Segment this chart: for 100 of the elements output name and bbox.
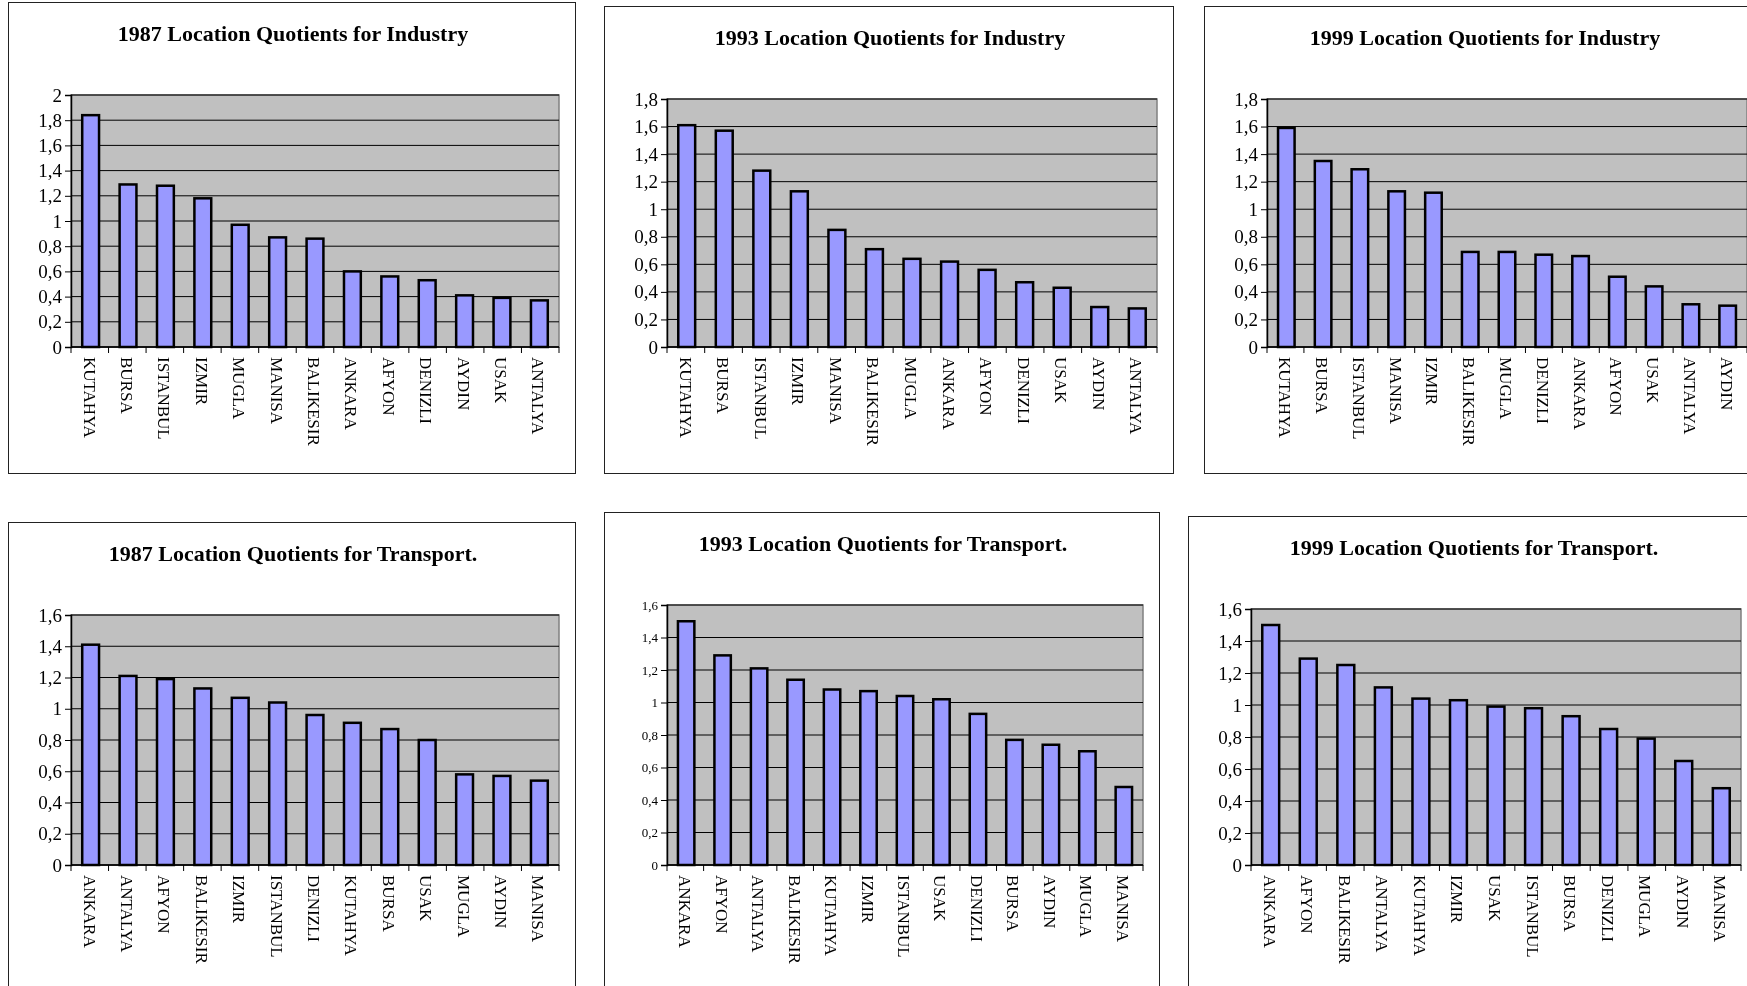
x-tick-label: DENIZLI [966,875,986,943]
x-tick-label: MANISA [825,357,845,425]
y-tick-label: 1 [1232,694,1242,716]
x-tick-label: BALIKESIR [304,357,323,447]
y-tick-label: 0,2 [38,311,62,333]
x-tick-label: BALIKESIR [1334,875,1354,965]
y-tick-label: 1 [648,198,658,220]
x-tick-label: AYDIN [1088,357,1108,411]
y-tick-label: 0,8 [38,235,62,257]
x-tick-label: AFYON [1606,357,1626,416]
y-tick-label: 1,6 [38,604,62,626]
y-tick-label: 0,6 [38,760,62,782]
x-tick-label: ANTALYA [1372,875,1392,953]
x-tick-label: ANTALYA [748,875,768,953]
y-tick-label: 0,2 [634,309,658,331]
x-tick-label: ANTALYA [117,875,137,953]
y-tick-label: 0,6 [38,260,62,282]
x-tick-label: USAK [1643,357,1663,405]
y-tick-label: 1 [1248,198,1258,220]
x-tick-label: ANKARA [1259,875,1279,949]
y-tick-label: 0,4 [1234,281,1259,303]
x-tick-label: ISTANBUL [266,875,286,958]
y-tick-label: 0,4 [38,286,63,308]
y-tick-label: 1,2 [634,171,658,193]
y-tick-label: 0,8 [634,226,658,248]
y-tick-label: 1,6 [641,597,659,613]
y-tick-label: 0 [1248,336,1258,358]
y-tick-label: 0 [648,336,658,358]
x-tick-label: ANKARA [341,357,361,431]
x-tick-label: BALIKESIR [863,357,883,447]
y-tick-label: 0,4 [634,281,659,303]
x-tick-label: DENIZLI [1597,875,1617,943]
x-tick-label: MUGLA [901,357,920,421]
y-tick-label: 0,6 [1218,758,1242,780]
x-tick-label: IZMIR [191,357,211,406]
x-tick-label: AYDIN [1716,357,1736,411]
y-tick-label: 0,4 [38,792,63,814]
y-tick-label: 2 [52,84,62,106]
x-tick-label: AFYON [154,875,174,934]
x-tick-label: KUTAHYA [821,875,841,957]
y-tick-label: 0,8 [1218,726,1242,748]
x-tick-label: AFYON [378,357,398,416]
chart-title: 1987 Location Quotients for Transport. [108,541,478,566]
y-tick-label: 0,6 [641,760,659,776]
x-tick-label: MUGLA [229,357,249,421]
chart-title: 1999 Location Quotients for Transport. [1289,535,1659,560]
y-tick-label: 1,4 [641,630,659,646]
x-tick-label: DENIZLI [1013,357,1033,425]
x-tick-label: ANTALYA [1679,357,1699,435]
y-tick-label: 1,8 [1234,88,1258,110]
x-tick-label: AFYON [1297,875,1317,934]
x-tick-label: ANTALYA [528,357,548,435]
x-tick-label: DENIZLI [1532,357,1552,425]
x-tick-label: DENIZLI [416,357,436,425]
chart-title: 1993 Location Quotients for Industry [714,25,1066,50]
y-tick-label: 1,4 [1218,630,1243,652]
x-tick-label: ISTANBUL [894,875,913,958]
y-tick-label: 1 [52,210,62,232]
x-tick-label: USAK [416,875,436,923]
chart-title: 1993 Location Quotients for Transport. [698,531,1068,556]
x-tick-label: MANISA [528,875,548,943]
y-tick-label: 1,6 [1218,598,1242,620]
y-tick-label: 1,4 [1234,143,1259,165]
x-tick-label: ANKARA [79,875,99,949]
y-tick-label: 1 [52,698,62,720]
x-tick-label: AYDIN [453,357,473,411]
y-tick-label: 0,2 [38,823,62,845]
x-tick-label: MUGLA [1076,875,1096,939]
x-tick-label: KUTAHYA [1409,875,1429,957]
x-tick-label: AYDIN [490,875,510,929]
x-tick-label: IZMIR [1447,875,1467,924]
y-tick-label: 0,8 [1234,226,1258,248]
x-tick-label: USAK [1485,875,1504,923]
y-tick-label: 1,2 [38,667,62,689]
x-tick-label: IZMIR [857,875,877,924]
x-tick-label: ISTANBUL [1348,357,1368,440]
y-tick-label: 1,4 [38,635,63,657]
x-tick-label: BALIKESIR [191,875,211,965]
chart-title: 1999 Location Quotients for Industry [1309,25,1661,50]
x-tick-label: MUGLA [1635,875,1655,939]
x-tick-label: IZMIR [788,357,808,406]
y-tick-label: 0,6 [1234,253,1258,275]
y-tick-label: 1,4 [634,143,659,165]
x-tick-label: BURSA [713,357,733,415]
y-tick-label: 0,8 [38,729,62,751]
y-tick-label: 0,6 [634,253,658,275]
y-tick-label: 0,2 [1218,822,1242,844]
x-tick-label: MANISA [1112,875,1132,943]
y-tick-label: 0,8 [641,727,658,743]
y-tick-label: 1,2 [1218,662,1242,684]
x-tick-label: ANKARA [938,357,958,431]
x-tick-label: AFYON [976,357,996,416]
x-tick-label: USAK [490,357,510,405]
x-tick-label: ANKARA [675,875,695,949]
x-tick-label: BURSA [117,357,137,415]
x-tick-label: AYDIN [1672,875,1692,929]
x-tick-label: AFYON [711,875,731,934]
y-tick-label: 1,6 [634,116,658,138]
x-tick-label: IZMIR [229,875,249,924]
x-tick-label: DENIZLI [304,875,323,943]
